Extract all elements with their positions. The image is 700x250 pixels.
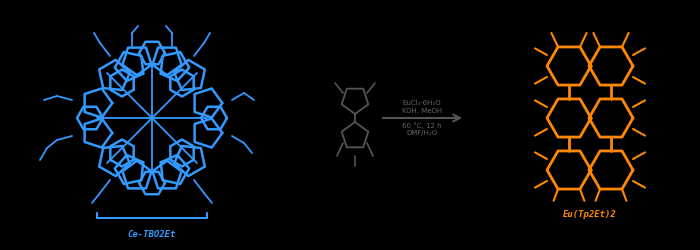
Text: 60 °C, 12 h: 60 °C, 12 h xyxy=(402,122,442,129)
Text: KOH, MeOH: KOH, MeOH xyxy=(402,108,442,114)
Text: Eu(Tp2Et)2: Eu(Tp2Et)2 xyxy=(563,210,617,219)
Text: DMF/H₂O: DMF/H₂O xyxy=(407,130,438,136)
Text: EuCl₃·6H₂O: EuCl₃·6H₂O xyxy=(402,100,441,106)
Text: Ce-TBO2Et: Ce-TBO2Et xyxy=(128,230,176,239)
